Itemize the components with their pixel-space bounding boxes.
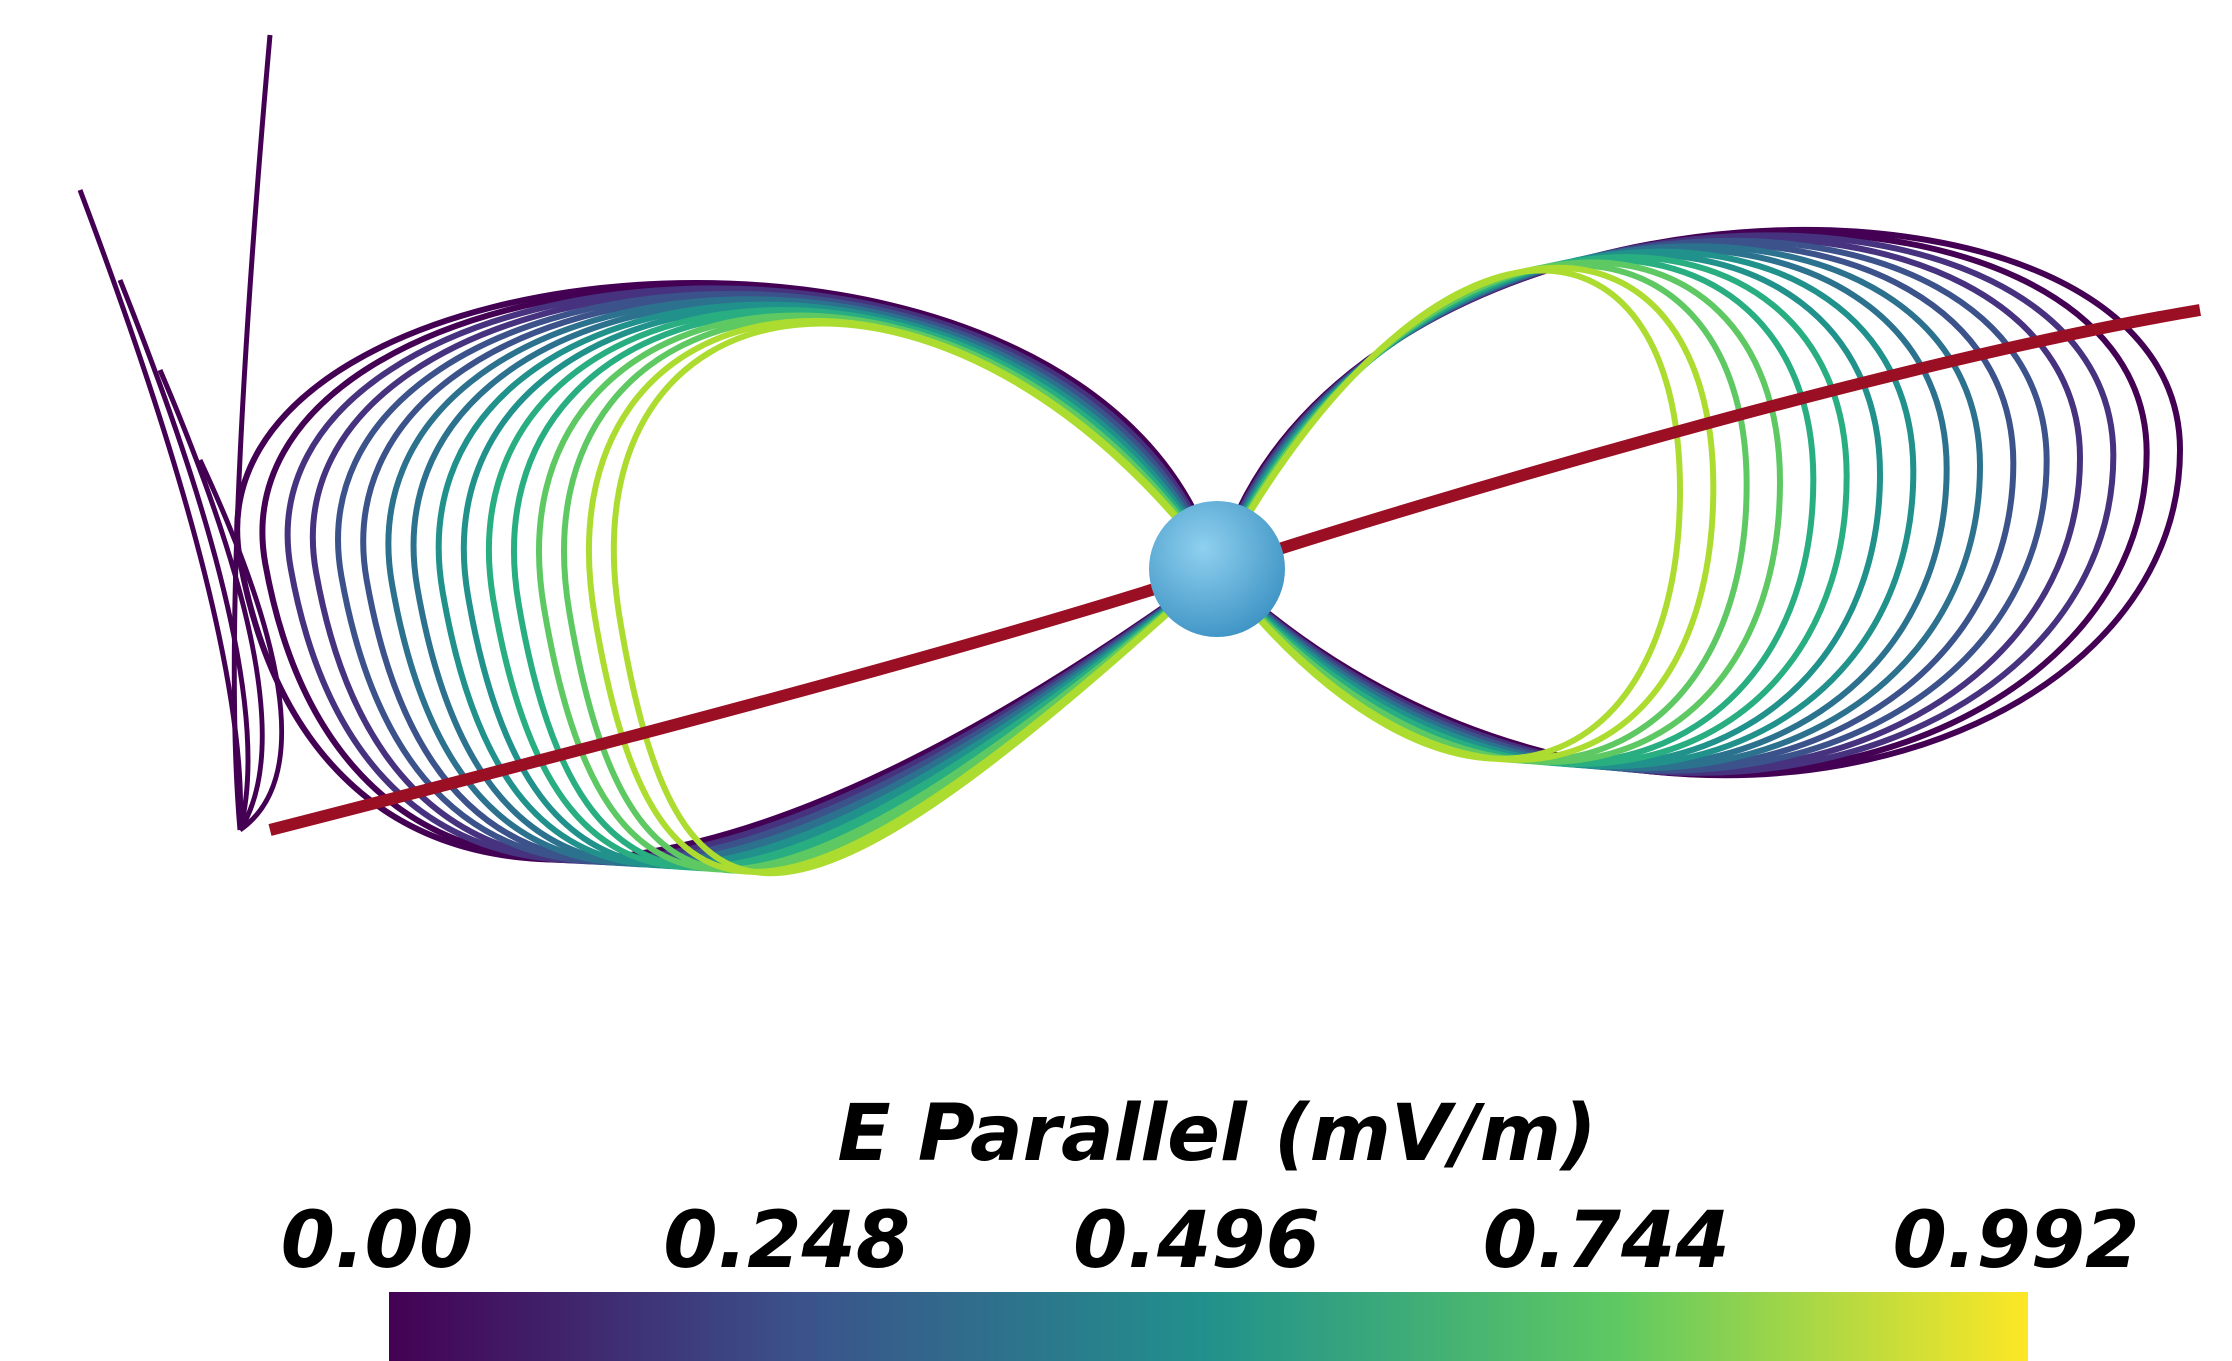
field-line [1214,262,1750,764]
planet [1149,501,1285,637]
field-line [231,34,273,831]
field-line [234,279,1220,863]
colorbar-title: E Parallel (mV/m) [837,1089,1596,1179]
colorbar-tick-label: 0.00 [281,1196,473,1286]
colorbar-tick-label: 0.992 [1893,1196,2140,1286]
colorbar-tick-label: 0.744 [1483,1196,1730,1286]
field-line [1214,254,1850,767]
field-line [310,288,1220,865]
colorbar-gradient [389,1292,2028,1361]
colorbar-tick-label: 0.496 [1073,1196,1320,1286]
field-line [77,189,244,831]
colorbar-tick-label: 0.248 [663,1196,910,1286]
colorbar: 0.00 0.248 0.496 0.744 0.992 [281,1196,2140,1361]
field-line [1214,264,1717,763]
field-line [284,285,1220,864]
field-line [611,320,1220,877]
field-line [157,369,265,832]
field-line [197,458,285,833]
field-line [117,279,251,831]
field-line [1214,248,1917,770]
field-line [259,282,1220,864]
field-line [1214,267,1684,762]
field-line [1214,256,1817,766]
field-line [1214,245,1950,771]
field-line [1214,259,1784,765]
field-lines [77,34,2184,877]
